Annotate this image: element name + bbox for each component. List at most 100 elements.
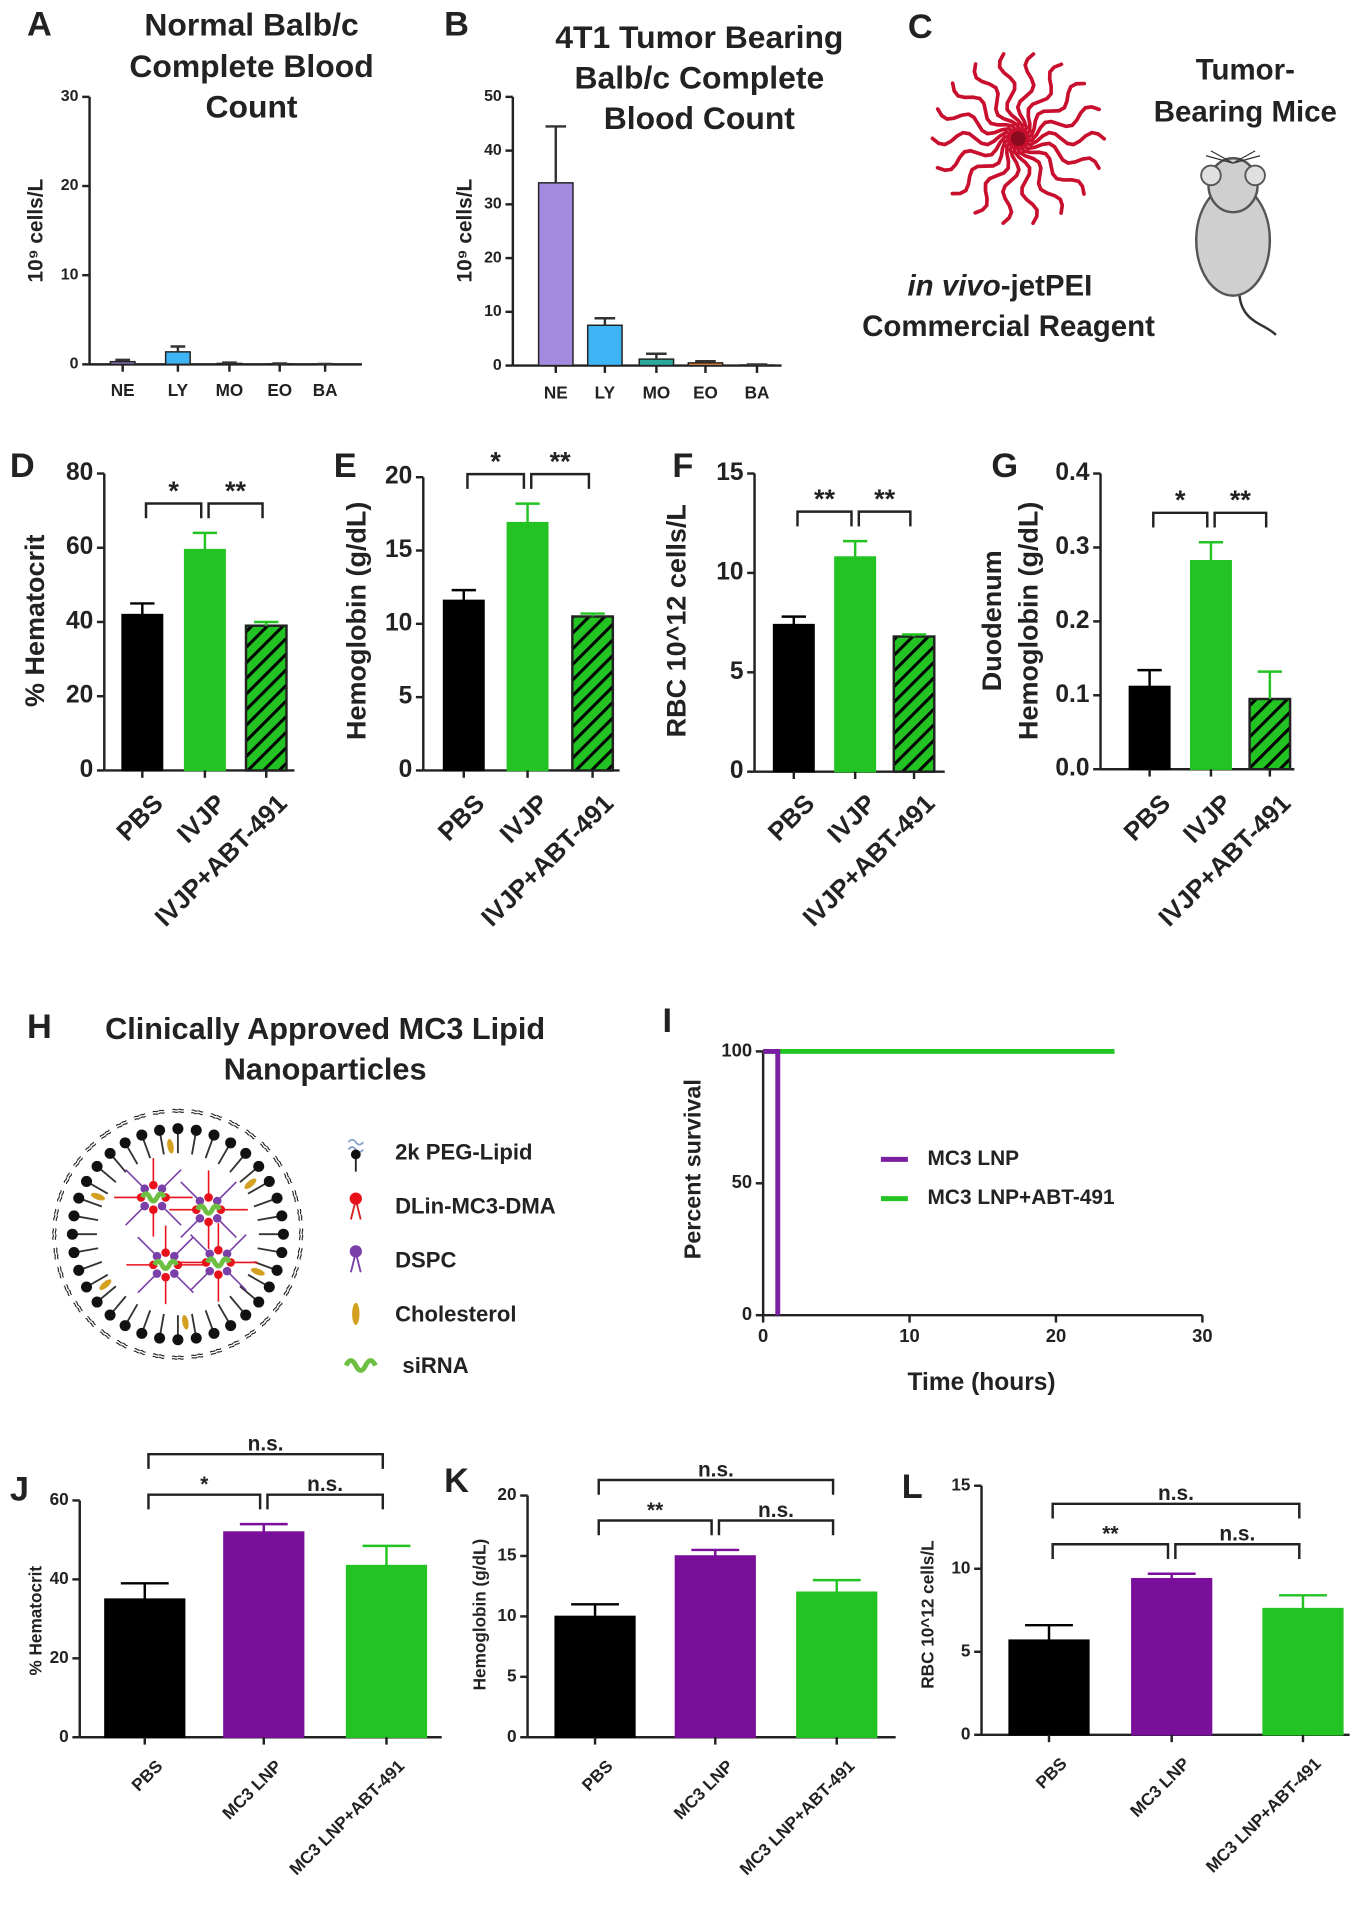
mouse-ear	[1244, 164, 1266, 187]
peg-chain: ≈≈	[269, 1154, 286, 1171]
significance-bracket	[857, 510, 912, 527]
peg-chain: ≈≈	[226, 1336, 242, 1352]
y-tick-label: 60	[66, 533, 93, 560]
lipid-head	[68, 1247, 80, 1259]
x-tick-label: MC3 LNP	[1126, 1753, 1193, 1820]
error-bar	[646, 352, 667, 360]
x-tick-label: MO	[216, 380, 244, 400]
sirna-icon	[343, 1358, 378, 1373]
y-axis-label: Percent survival	[680, 1079, 706, 1259]
lipid-tail	[191, 1313, 197, 1336]
polymer-arm	[1016, 130, 1107, 147]
polymer-arm	[1016, 81, 1087, 141]
mice-label: Tumor-	[1196, 54, 1295, 87]
peg-chain: ≈≈	[208, 1343, 223, 1358]
y-tick-label: 0	[742, 1303, 752, 1324]
panel-letter: A	[27, 6, 52, 44]
significance-bracket	[597, 1519, 713, 1536]
survival-line	[763, 1048, 781, 1316]
lipid-tail	[204, 1137, 215, 1159]
bar	[554, 1615, 636, 1738]
lipid-tail	[173, 1272, 194, 1294]
peg-chain: ≈≈	[70, 1298, 87, 1315]
significance-bracket	[147, 1493, 262, 1510]
cholesterol	[90, 1192, 105, 1201]
x-tick-label: PBS	[1032, 1753, 1071, 1792]
sirna	[195, 1203, 222, 1216]
significance-label: *	[490, 446, 501, 476]
error-bar	[746, 363, 768, 366]
significance-bracket	[147, 1452, 385, 1469]
significance-label: n.s.	[758, 1499, 794, 1522]
y-tick-label: 0	[70, 356, 79, 373]
x-tick-label: PBS	[127, 1756, 166, 1795]
panel-letter: C	[908, 8, 933, 46]
y-tick-label: 10	[951, 1557, 970, 1577]
lipid-tail	[190, 1270, 211, 1291]
y-tick-label: 10	[385, 609, 412, 636]
chart-title: Normal Balb/c	[144, 7, 358, 43]
polymer-arm	[1015, 52, 1036, 141]
bar	[772, 623, 815, 773]
lipid-tail	[159, 1132, 165, 1155]
significance-label: n.s.	[1219, 1523, 1255, 1546]
sirna	[205, 1256, 232, 1269]
polymer-arm	[973, 136, 1021, 215]
lipid-tail	[180, 1217, 201, 1239]
error-bar	[1279, 1594, 1327, 1609]
bar	[537, 182, 574, 367]
x-tick-label: MO	[643, 382, 671, 402]
peg-chain: ≈≈	[83, 1139, 100, 1156]
reagent-label: in vivo-jetPEI	[907, 270, 1092, 303]
lipid-tail	[180, 1181, 201, 1202]
error-bar	[1137, 668, 1162, 687]
y-tick-label: 5	[399, 683, 413, 710]
lipid-head	[276, 1210, 288, 1222]
y-tick-label: 0	[507, 1726, 517, 1746]
mouse-ear	[1200, 164, 1222, 187]
lipid-head	[104, 1309, 116, 1321]
polymer-icon	[930, 52, 1107, 226]
lipid-tail	[161, 1169, 182, 1190]
y-axis-label: Hemoglobin (g/dL)	[469, 1539, 489, 1691]
lipid-tail	[204, 1309, 215, 1332]
chart-title: Balb/c Complete	[574, 59, 824, 95]
peg-chain: ≈≈	[256, 1313, 273, 1330]
y-tick-label: 0	[399, 756, 413, 783]
x-tick-label: MC3 LNP+ABT-491	[285, 1756, 408, 1879]
lipid-tail	[141, 1309, 152, 1332]
mice-label: Bearing Mice	[1154, 95, 1337, 128]
reagent-label: Commercial Reagent	[862, 310, 1155, 343]
y-tick-label: 20	[484, 249, 502, 266]
polymer-arm	[930, 130, 1021, 147]
lipid-head	[91, 1160, 103, 1172]
lipid-tail	[226, 1270, 247, 1291]
y-tick-label: 80	[66, 459, 93, 486]
lipid-tail	[125, 1303, 139, 1324]
y-tick-label: 0.0	[1055, 755, 1089, 782]
lipid-head	[68, 1210, 80, 1222]
bar	[223, 1531, 305, 1738]
x-tick-label: IVJP	[495, 789, 554, 848]
y-axis-label: Hemoglobin (g/dL)	[1014, 502, 1044, 740]
cholesterol	[244, 1178, 257, 1190]
lipid-tail	[191, 1132, 197, 1155]
lipid-head	[119, 1137, 131, 1149]
significance-label: n.s.	[307, 1473, 343, 1496]
lipid-tail	[161, 1205, 182, 1226]
dspc-icon	[349, 1245, 362, 1258]
bar	[506, 521, 549, 772]
lipid-tail	[217, 1144, 231, 1165]
significance-label: **	[550, 446, 572, 476]
lipid-tail	[110, 1295, 127, 1314]
significance-bracket	[1174, 1543, 1301, 1560]
lipid-head	[170, 1251, 179, 1261]
polymer-core	[1010, 131, 1026, 146]
peg-chain: ≈≈	[226, 1117, 242, 1133]
polymer-arm	[935, 107, 1021, 141]
significance-label: n.s.	[1158, 1482, 1194, 1505]
bar	[674, 1555, 756, 1738]
lipid-head	[91, 1296, 103, 1308]
diagram-title: Nanoparticles	[224, 1053, 427, 1087]
